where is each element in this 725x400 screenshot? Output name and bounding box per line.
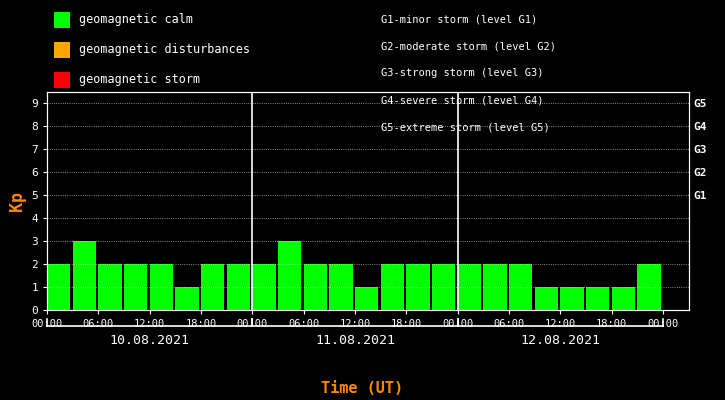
Text: 10.08.2021: 10.08.2021 <box>109 334 190 347</box>
Bar <box>278 241 301 310</box>
Bar <box>201 264 224 310</box>
Bar <box>304 264 327 310</box>
Bar <box>407 264 429 310</box>
Bar <box>175 287 199 310</box>
Bar <box>612 287 635 310</box>
Bar <box>535 287 558 310</box>
Text: G5-extreme storm (level G5): G5-extreme storm (level G5) <box>381 123 550 133</box>
Bar <box>124 264 147 310</box>
Text: 12.08.2021: 12.08.2021 <box>521 334 600 347</box>
Bar <box>99 264 122 310</box>
Text: G4-severe storm (level G4): G4-severe storm (level G4) <box>381 96 543 106</box>
Text: geomagnetic disturbances: geomagnetic disturbances <box>79 44 250 56</box>
Bar <box>484 264 507 310</box>
Bar <box>457 264 481 310</box>
Text: Time (UT): Time (UT) <box>321 381 404 396</box>
Bar <box>637 264 660 310</box>
Bar <box>560 287 584 310</box>
Bar <box>252 264 276 310</box>
Bar <box>150 264 173 310</box>
Text: G1-minor storm (level G1): G1-minor storm (level G1) <box>381 14 537 24</box>
Bar <box>47 264 70 310</box>
Y-axis label: Kp: Kp <box>8 191 26 211</box>
Text: geomagnetic calm: geomagnetic calm <box>79 14 193 26</box>
Text: G3-strong storm (level G3): G3-strong storm (level G3) <box>381 68 543 78</box>
Bar <box>72 241 96 310</box>
Bar <box>586 287 609 310</box>
Bar <box>381 264 404 310</box>
Bar <box>432 264 455 310</box>
Bar <box>227 264 250 310</box>
Text: G2-moderate storm (level G2): G2-moderate storm (level G2) <box>381 41 555 51</box>
Bar <box>509 264 532 310</box>
Bar <box>355 287 378 310</box>
Text: 11.08.2021: 11.08.2021 <box>315 334 395 347</box>
Bar <box>329 264 352 310</box>
Text: geomagnetic storm: geomagnetic storm <box>79 74 200 86</box>
